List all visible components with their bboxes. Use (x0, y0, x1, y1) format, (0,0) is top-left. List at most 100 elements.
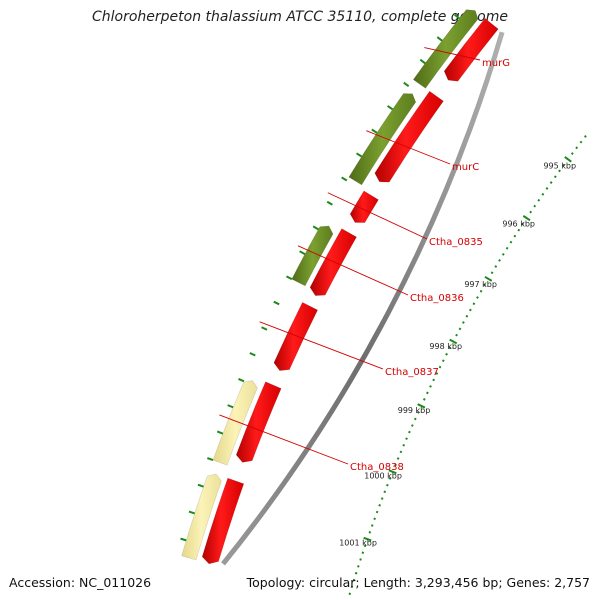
gene-label: murC (452, 162, 479, 173)
minor-tick (445, 352, 448, 356)
label-leader-line (327, 192, 428, 240)
minor-tick (435, 372, 439, 375)
minor-tick (416, 411, 420, 414)
minor-tick (399, 450, 403, 454)
major-tick (388, 469, 397, 475)
reverse-gene-arrow (201, 477, 245, 565)
minor-tick (378, 503, 381, 507)
strand-tick (356, 152, 363, 158)
minor-tick (575, 146, 579, 150)
strand-tick (216, 430, 224, 435)
major-tick (484, 275, 493, 282)
minor-tick (476, 296, 479, 299)
strand-tick (299, 250, 306, 255)
minor-tick (533, 204, 537, 208)
minor-tick (479, 289, 483, 293)
map-title: Chloroherpeton thalassium ATCC 35110, co… (92, 9, 508, 25)
minor-tick (426, 391, 429, 395)
major-tick (522, 215, 531, 222)
minor-tick (411, 424, 414, 427)
tick-label: 999 kbp (398, 406, 431, 415)
reverse-gene-arrow (309, 228, 357, 296)
minor-tick (465, 314, 469, 318)
minor-tick (553, 175, 557, 179)
minor-tick (394, 463, 397, 467)
strand-tick (312, 225, 319, 231)
gene-label: murG (482, 58, 510, 69)
minor-tick (472, 302, 476, 306)
label-leader-line (259, 321, 384, 370)
minor-tick (357, 565, 360, 568)
gene-label: Ctha_0835 (429, 237, 483, 248)
minor-tick (498, 259, 501, 262)
minor-tick (513, 234, 517, 238)
major-tick (564, 156, 572, 163)
minor-tick (529, 210, 533, 214)
minor-tick (521, 222, 525, 226)
minor-tick (505, 246, 509, 250)
strand-tick (436, 36, 443, 42)
forward-gene-arrow (212, 380, 258, 466)
strand-tick (403, 81, 410, 87)
strand-tick (261, 326, 268, 331)
minor-tick (483, 283, 487, 287)
forward-gene-arrow (181, 473, 222, 561)
gene-label: Ctha_0836 (410, 293, 464, 304)
strand-tick (326, 200, 333, 206)
minor-tick (405, 437, 408, 440)
forward-gene-arrow (348, 93, 417, 186)
minor-tick (386, 483, 389, 487)
tick-label: 998 kbp (429, 342, 462, 351)
gene-label: Ctha_0838 (350, 462, 404, 473)
minor-tick (383, 490, 387, 494)
minor-tick (455, 333, 458, 337)
minor-tick (370, 524, 374, 527)
minor-tick (348, 592, 352, 596)
strand-tick (197, 483, 204, 488)
label-leader-line (219, 414, 349, 465)
minor-tick (570, 152, 574, 155)
minor-tick (432, 378, 435, 382)
reverse-gene-arrow (443, 17, 499, 82)
reverse-gene-arrow (374, 90, 444, 183)
minor-tick (375, 510, 379, 514)
minor-tick (429, 385, 432, 388)
minor-tick (368, 531, 372, 534)
minor-tick (537, 198, 541, 202)
minor-tick (350, 585, 354, 589)
strand-tick (454, 13, 460, 20)
gene-label: Ctha_0837 (385, 367, 439, 378)
strand-tick (387, 105, 394, 111)
minor-tick (361, 551, 365, 554)
major-tick (363, 536, 372, 542)
minor-tick (579, 140, 583, 144)
strand-tick (273, 300, 280, 306)
major-tick (449, 338, 458, 345)
label-leader-line (424, 47, 481, 61)
forward-gene-arrow (291, 225, 334, 287)
genome-summary: Topology: circular; Length: 3,293,456 bp… (246, 575, 590, 590)
minor-tick (363, 544, 367, 548)
tick-label: 997 kbp (464, 280, 497, 289)
gene-labels: murG murC Ctha_0835 Ctha_0836 Ctha_0837 Ctha_… (219, 47, 510, 473)
minor-tick (494, 265, 498, 268)
minor-tick (545, 187, 549, 190)
minor-tick (359, 558, 362, 561)
tick-label: 1001 kbp (339, 538, 377, 547)
minor-tick (469, 308, 472, 312)
minor-tick (380, 497, 384, 500)
minor-tick (490, 271, 494, 275)
genome-backbone (221, 31, 505, 566)
strand-tick (207, 457, 214, 462)
minor-tick (354, 571, 358, 575)
minor-tick (448, 346, 452, 350)
strand-tick (419, 58, 426, 65)
tick-label: 995 kbp (543, 161, 576, 170)
label-leader-line (297, 245, 409, 296)
strand-tick (180, 537, 187, 542)
minor-tick (408, 430, 411, 434)
minor-tick (373, 517, 376, 521)
minor-tick (562, 163, 566, 167)
